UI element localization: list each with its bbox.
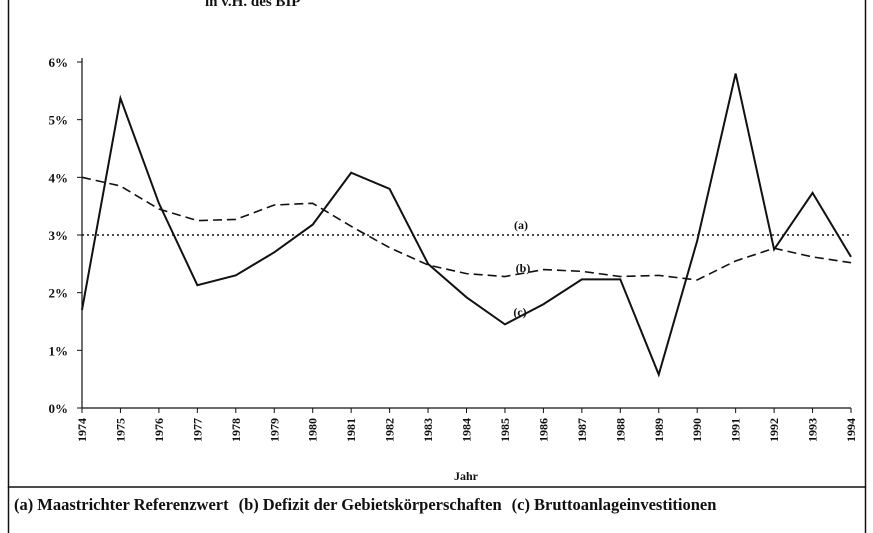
x-tick-label: 1993 — [806, 418, 820, 442]
x-tick-label: 1974 — [75, 418, 89, 442]
x-tick-label: 1986 — [536, 418, 550, 442]
x-tick-label: 1991 — [729, 418, 743, 442]
legend-name: Defizit der Gebietskörperschaften — [263, 495, 502, 514]
y-tick-label: 1% — [49, 343, 69, 358]
legend: (a) Maastrichter Referenzwert (b) Defizit d… — [14, 495, 716, 514]
series-annotation: (c) — [513, 305, 526, 319]
legend-label: (c) — [512, 495, 530, 514]
y-tick-label: 4% — [49, 170, 69, 185]
x-tick-label: 1975 — [113, 418, 127, 442]
y-tick-label: 0% — [49, 401, 69, 416]
x-tick-label: 1984 — [460, 418, 474, 442]
y-tick-label: 6% — [49, 55, 69, 70]
x-tick-label: 1977 — [190, 418, 204, 442]
x-axis-label: Jahr — [454, 469, 479, 483]
x-tick-label: 1990 — [690, 418, 704, 442]
y-tick-label: 5% — [49, 113, 69, 128]
legend-label: (a) — [14, 495, 33, 514]
x-tick-label: 1978 — [229, 418, 243, 442]
x-tick-label: 1989 — [652, 418, 666, 442]
x-tick-label: 1983 — [421, 418, 435, 442]
x-tick-label: 1985 — [498, 418, 512, 442]
chart-title: in v.H. des BIP — [205, 0, 300, 10]
x-tick-label: 1980 — [306, 418, 320, 442]
line-series — [81, 73, 852, 378]
x-tick-label: 1992 — [767, 418, 781, 442]
x-tick-label: 1987 — [575, 418, 589, 442]
x-tick-label: 1988 — [613, 418, 627, 442]
y-tick-label: 2% — [49, 286, 69, 301]
x-tick-label: 1979 — [267, 418, 281, 442]
x-tick-label: 1976 — [152, 418, 166, 442]
legend-label: (b) — [239, 495, 259, 514]
series-annotation: (b) — [516, 261, 531, 275]
x-tick-label: 1994 — [844, 418, 858, 442]
x-tick-label: 1981 — [344, 418, 358, 442]
x-tick-label: 1982 — [383, 418, 397, 442]
legend-name: Maastrichter Referenzwert — [37, 495, 229, 514]
frame — [7, 0, 867, 488]
y-tick-label: 3% — [49, 228, 69, 243]
legend-name: Bruttoanlageinvestitionen — [534, 495, 716, 514]
line-series — [81, 176, 852, 281]
series-annotation: (a) — [514, 218, 528, 232]
